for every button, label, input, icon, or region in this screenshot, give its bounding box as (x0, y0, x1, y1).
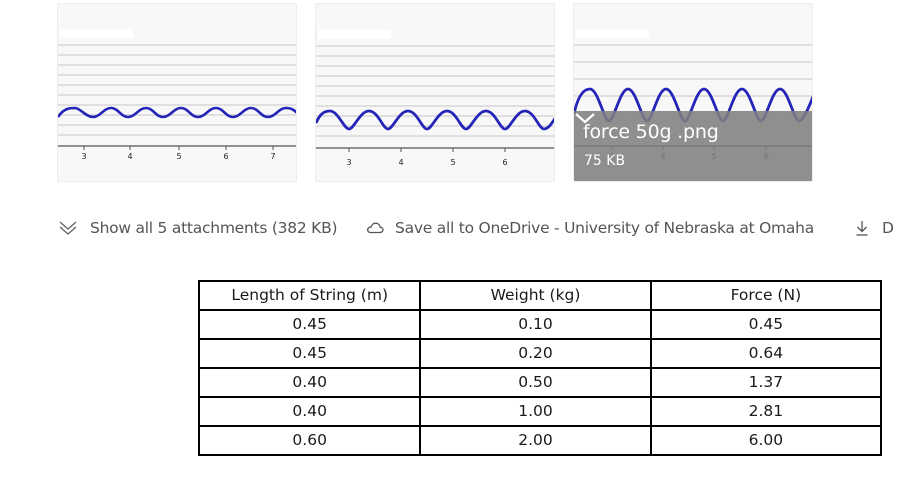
download-all-button[interactable]: D (855, 216, 894, 240)
wave-line (58, 106, 296, 119)
table-row: 0.45 0.20 0.64 (197, 338, 883, 369)
cell-force: 0.45 (649, 309, 883, 340)
table-row: 0.60 2.00 6.00 (197, 425, 883, 456)
download-icon (856, 221, 868, 236)
waveform-chart-2: 3 4 5 6 (316, 30, 554, 167)
cell-length: 0.45 (197, 338, 422, 369)
svg-text:4: 4 (398, 158, 403, 167)
table-row: 0.45 0.10 0.45 (197, 309, 883, 340)
chevron-down-icon[interactable] (574, 111, 596, 125)
cell-weight: 2.00 (419, 425, 652, 456)
cell-weight: 0.20 (419, 338, 652, 369)
table-row: 0.40 0.50 1.37 (197, 367, 883, 398)
header-length: Length of String (m) (197, 280, 422, 311)
header-weight: Weight (kg) (419, 280, 652, 311)
cell-weight: 1.00 (419, 396, 652, 427)
header-force: Force (N) (649, 280, 883, 311)
svg-text:6: 6 (223, 152, 228, 161)
svg-text:5: 5 (176, 152, 181, 161)
attachment-file-size: 75 KB (584, 153, 626, 169)
save-all-to-onedrive-button[interactable]: Save all to OneDrive - University of Neb… (366, 216, 814, 240)
attachment-thumbnail-3[interactable]: 3 4 5 6 force 50g .png 75 KB (573, 3, 813, 182)
cell-force: 0.64 (649, 338, 883, 369)
svg-text:3: 3 (346, 158, 351, 167)
cell-length: 0.40 (197, 367, 422, 398)
svg-text:7: 7 (270, 152, 275, 161)
waveform-chart-1: 3 4 5 6 7 (58, 29, 296, 161)
cell-force: 2.81 (649, 396, 883, 427)
cell-force: 1.37 (649, 367, 883, 398)
attachment-file-name: force 50g .png (583, 121, 719, 143)
cloud-icon (366, 222, 384, 234)
attachment-thumbnail-1[interactable]: 3 4 5 6 7 (57, 3, 297, 182)
svg-text:4: 4 (127, 152, 132, 161)
data-table: Length of String (m) Weight (kg) Force (… (197, 280, 883, 456)
show-all-attachments-label: Show all 5 attachments (382 KB) (90, 219, 338, 237)
wave-line (316, 109, 554, 131)
attachment-thumbnail-2[interactable]: 3 4 5 6 (315, 3, 555, 182)
svg-text:6: 6 (502, 158, 507, 167)
double-chevron-down-icon (59, 221, 77, 235)
cell-length: 0.40 (197, 396, 422, 427)
svg-text:5: 5 (450, 158, 455, 167)
cell-weight: 0.10 (419, 309, 652, 340)
cell-weight: 0.50 (419, 367, 652, 398)
cell-length: 0.60 (197, 425, 422, 456)
cell-force: 6.00 (649, 425, 883, 456)
table-header-row: Length of String (m) Weight (kg) Force (… (197, 280, 883, 311)
show-all-attachments-button[interactable]: Show all 5 attachments (382 KB) (58, 216, 338, 240)
svg-text:3: 3 (81, 152, 86, 161)
download-all-label: D (882, 219, 894, 237)
attachment-hover-overlay[interactable]: force 50g .png 75 KB (574, 111, 812, 181)
cell-length: 0.45 (197, 309, 422, 340)
save-all-label: Save all to OneDrive - University of Neb… (395, 219, 814, 237)
table-row: 0.40 1.00 2.81 (197, 396, 883, 427)
